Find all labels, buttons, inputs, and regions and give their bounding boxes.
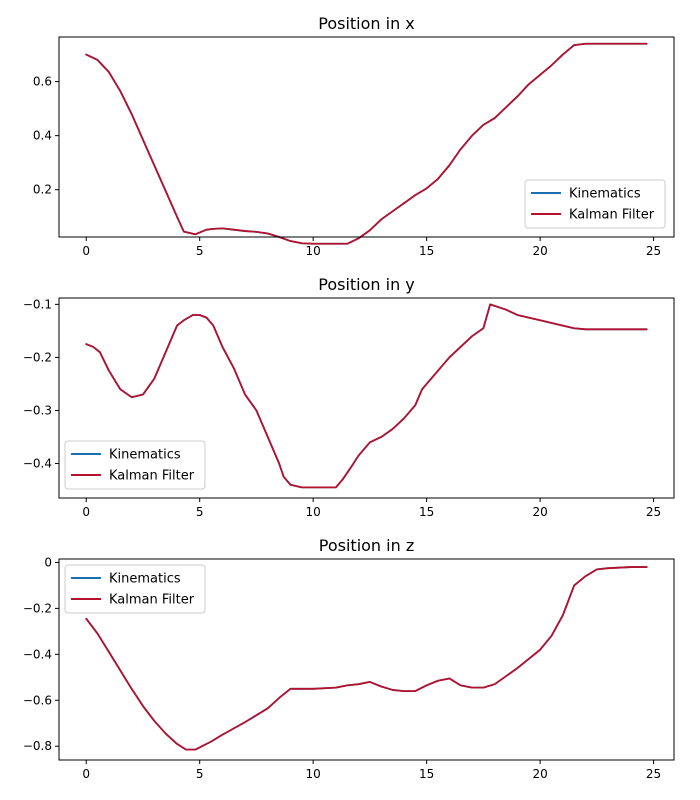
x-tick-label: 20 <box>532 767 547 781</box>
chart-title: Position in y <box>318 275 415 294</box>
legend-label: Kinematics <box>109 572 181 587</box>
x-tick-label: 10 <box>306 767 321 781</box>
chart-title: Position in z <box>319 536 414 555</box>
chart-position-x: Position in x 0 5 10 15 20 25 0.2 0.4 0.6 Kinemati… <box>33 14 675 258</box>
y-tick-label: −0.2 <box>23 601 52 615</box>
axes-frame <box>58 36 675 238</box>
legend-label: Kalman Filter <box>569 208 655 223</box>
y-tick-label: −0.2 <box>23 350 52 364</box>
y-tick-label: −0.1 <box>23 297 52 311</box>
x-tick-label: 5 <box>196 505 204 519</box>
x-tick-label: 20 <box>532 505 547 519</box>
y-tick-label: −0.4 <box>23 457 52 471</box>
y-tick-label: 0.6 <box>33 75 52 89</box>
y-tick-label: −0.3 <box>23 403 52 417</box>
chart-position-z: Position in z 0 5 10 15 20 25 −0.8 −0.6 −0.4 −0.2 0… <box>23 536 675 781</box>
axes-frame <box>58 297 675 499</box>
x-tick-label: 25 <box>646 244 661 258</box>
x-tick-label: 10 <box>306 505 321 519</box>
x-tick-label: 25 <box>646 767 661 781</box>
series-line-kalman-filter <box>85 303 648 489</box>
x-tick-label: 0 <box>82 505 90 519</box>
x-tick-label: 15 <box>419 767 434 781</box>
x-tick-label: 5 <box>196 767 204 781</box>
y-tick-label: 0.2 <box>33 183 52 197</box>
x-tick-label: 20 <box>532 244 547 258</box>
legend: Kinematics Kalman Filter <box>64 440 206 490</box>
legend-label: Kalman Filter <box>109 593 195 608</box>
x-tick-label: 15 <box>419 244 434 258</box>
y-tick-label: −0.8 <box>23 739 52 753</box>
y-tick-label: −0.4 <box>23 647 52 661</box>
series-line-kalman-filter <box>85 42 648 245</box>
legend-label: Kinematics <box>109 448 181 463</box>
legend-label: Kinematics <box>569 187 641 202</box>
legend: Kinematics Kalman Filter <box>64 564 206 614</box>
x-tick-label: 15 <box>419 505 434 519</box>
legend-label: Kalman Filter <box>109 469 195 484</box>
x-tick-label: 10 <box>306 244 321 258</box>
y-tick-label: 0 <box>44 555 52 569</box>
x-tick-label: 0 <box>82 767 90 781</box>
y-tick-label: −0.6 <box>23 693 52 707</box>
x-tick-label: 5 <box>196 244 204 258</box>
legend: Kinematics Kalman Filter <box>524 179 666 229</box>
y-tick-label: 0.4 <box>33 129 52 143</box>
chart-title: Position in x <box>318 14 415 33</box>
chart-position-y: Position in y 0 5 10 15 20 25 −0.4 −0.3 −0.2 −0.1 K… <box>23 275 675 519</box>
x-tick-label: 25 <box>646 505 661 519</box>
x-tick-label: 0 <box>82 244 90 258</box>
axes-frame <box>58 558 675 761</box>
series-line-kalman-filter <box>85 566 648 751</box>
